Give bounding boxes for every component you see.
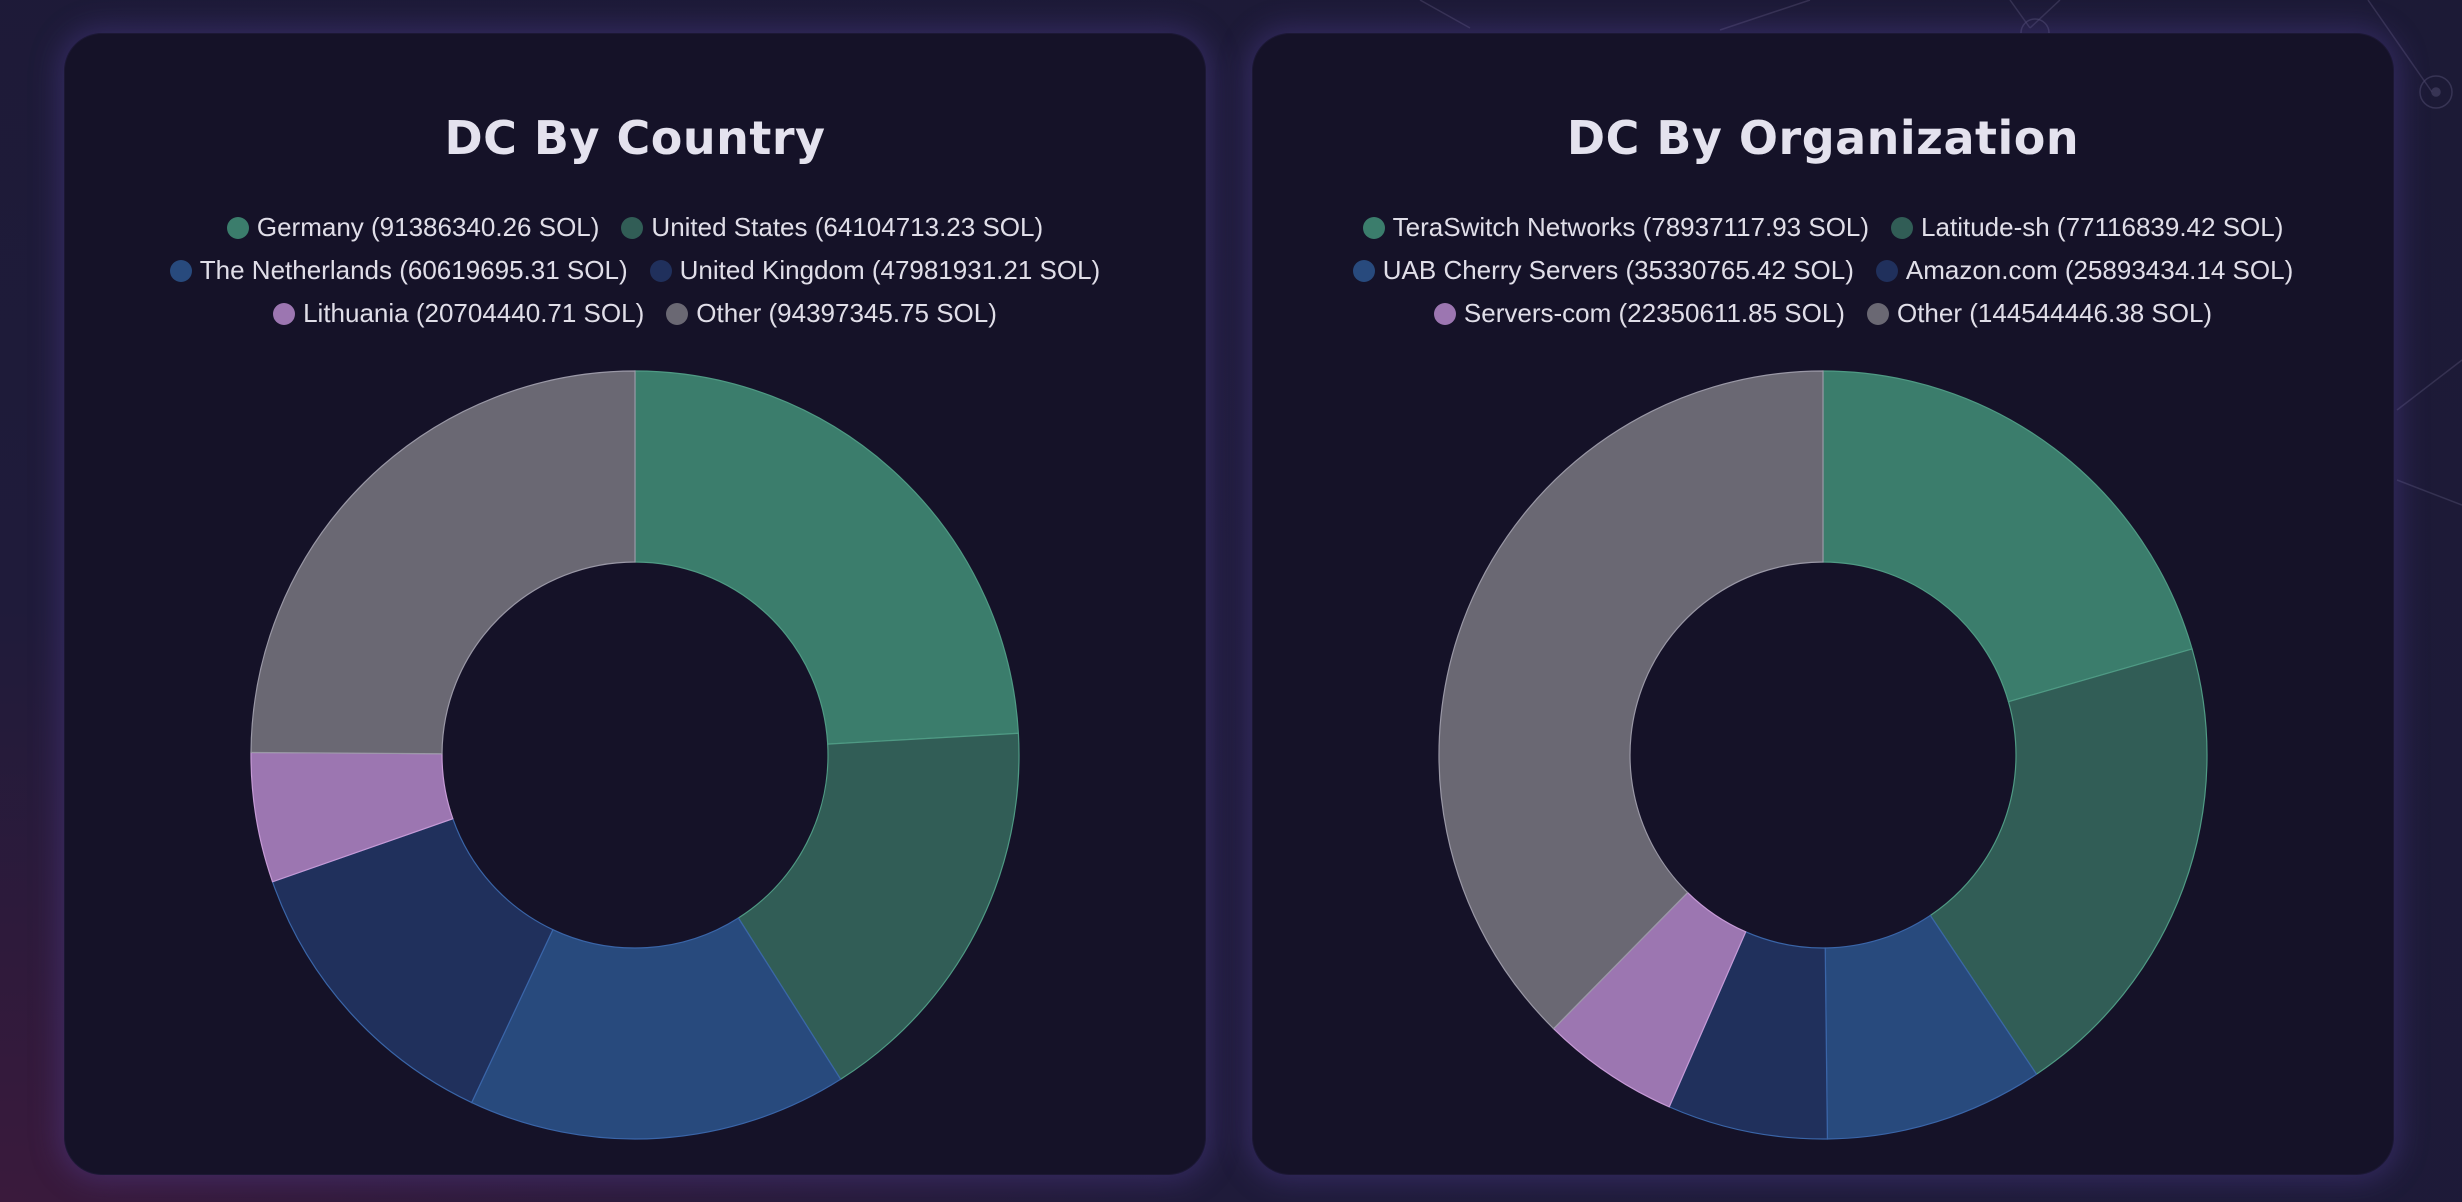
legend-label-lithuania: Lithuania (20704440.71 SOL) — [303, 298, 645, 328]
legend-label-other: Other (94397345.75 SOL) — [696, 298, 997, 328]
legend-item-united-states[interactable]: United States (64104713.23 SOL) — [621, 213, 1043, 242]
dc-by-country-title: DC By Country — [444, 111, 826, 165]
dc-by-country-legend: Germany (91386340.26 SOL) United States (… — [94, 213, 1176, 328]
slice-latitude-sh[interactable] — [1929, 648, 2208, 1076]
dc-by-country-donut — [250, 370, 1020, 1140]
dc-by-country-card: DC By Country Germany (91386340.26 SOL) U… — [64, 33, 1206, 1175]
legend-item-amazon-com[interactable]: Amazon.com (25893434.14 SOL) — [1875, 255, 2294, 285]
slice-other[interactable] — [250, 370, 636, 755]
legend-swatch-latitude-sh — [1891, 216, 1914, 239]
legend-swatch-the-netherlands — [169, 259, 192, 282]
legend-label-amazon-com: Amazon.com (25893434.14 SOL) — [1905, 255, 2294, 285]
legend-item-other[interactable]: Other (94397345.75 SOL) — [666, 299, 997, 328]
legend-item-other[interactable]: Other (144544446.38 SOL) — [1866, 298, 2213, 328]
legend-item-teraswitch-networks[interactable]: TeraSwitch Networks (78937117.93 SOL) — [1362, 212, 1870, 242]
slice-teraswitch-networks[interactable] — [1822, 370, 2193, 703]
dc-by-organization-donut — [1438, 370, 2208, 1140]
legend-item-uab-cherry-servers[interactable]: UAB Cherry Servers (35330765.42 SOL) — [1352, 255, 1854, 285]
legend-item-latitude-sh[interactable]: Latitude-sh (77116839.42 SOL) — [1891, 213, 2283, 242]
slice-united-states[interactable] — [737, 732, 1020, 1081]
legend-swatch-teraswitch-networks — [1362, 216, 1385, 239]
legend-label-the-netherlands: The Netherlands (60619695.31 SOL) — [199, 255, 628, 285]
legend-swatch-other — [1866, 302, 1889, 325]
legend-item-united-kingdom[interactable]: United Kingdom (47981931.21 SOL) — [649, 255, 1101, 285]
legend-item-germany[interactable]: Germany (91386340.26 SOL) — [226, 212, 600, 242]
slice-germany[interactable] — [634, 370, 1020, 745]
legend-label-germany: Germany (91386340.26 SOL) — [256, 212, 600, 242]
legend-label-uab-cherry-servers: UAB Cherry Servers (35330765.42 SOL) — [1382, 255, 1854, 285]
dc-by-organization-legend: TeraSwitch Networks (78937117.93 SOL) Lat… — [1282, 213, 2364, 328]
slice-united-kingdom[interactable] — [271, 817, 554, 1104]
legend-item-servers-com[interactable]: Servers-com (22350611.85 SOL) — [1433, 298, 1845, 328]
legend-swatch-uab-cherry-servers — [1352, 259, 1375, 282]
legend-label-united-kingdom: United Kingdom (47981931.21 SOL) — [679, 255, 1101, 285]
legend-swatch-germany — [226, 216, 249, 239]
slice-the-netherlands[interactable] — [470, 917, 842, 1140]
legend-item-the-netherlands[interactable]: The Netherlands (60619695.31 SOL) — [169, 255, 628, 285]
legend-swatch-servers-com — [1433, 302, 1456, 325]
legend-label-other: Other (144544446.38 SOL) — [1896, 298, 2213, 328]
legend-swatch-united-kingdom — [649, 259, 672, 282]
legend-swatch-united-states — [621, 216, 644, 239]
legend-label-united-states: United States (64104713.23 SOL) — [651, 212, 1044, 242]
legend-swatch-lithuania — [273, 302, 296, 325]
dc-by-organization-title: DC By Organization — [1566, 111, 2080, 165]
legend-label-latitude-sh: Latitude-sh (77116839.42 SOL) — [1921, 212, 2284, 242]
legend-label-teraswitch-networks: TeraSwitch Networks (78937117.93 SOL) — [1392, 212, 1870, 242]
legend-label-servers-com: Servers-com (22350611.85 SOL) — [1463, 298, 1845, 328]
legend-swatch-other — [666, 302, 689, 325]
dc-by-organization-card: DC By Organization TeraSwitch Networks (… — [1252, 33, 2394, 1175]
legend-item-lithuania[interactable]: Lithuania (20704440.71 SOL) — [273, 299, 644, 328]
legend-swatch-amazon-com — [1875, 259, 1898, 282]
slice-other[interactable] — [1438, 370, 1824, 1030]
